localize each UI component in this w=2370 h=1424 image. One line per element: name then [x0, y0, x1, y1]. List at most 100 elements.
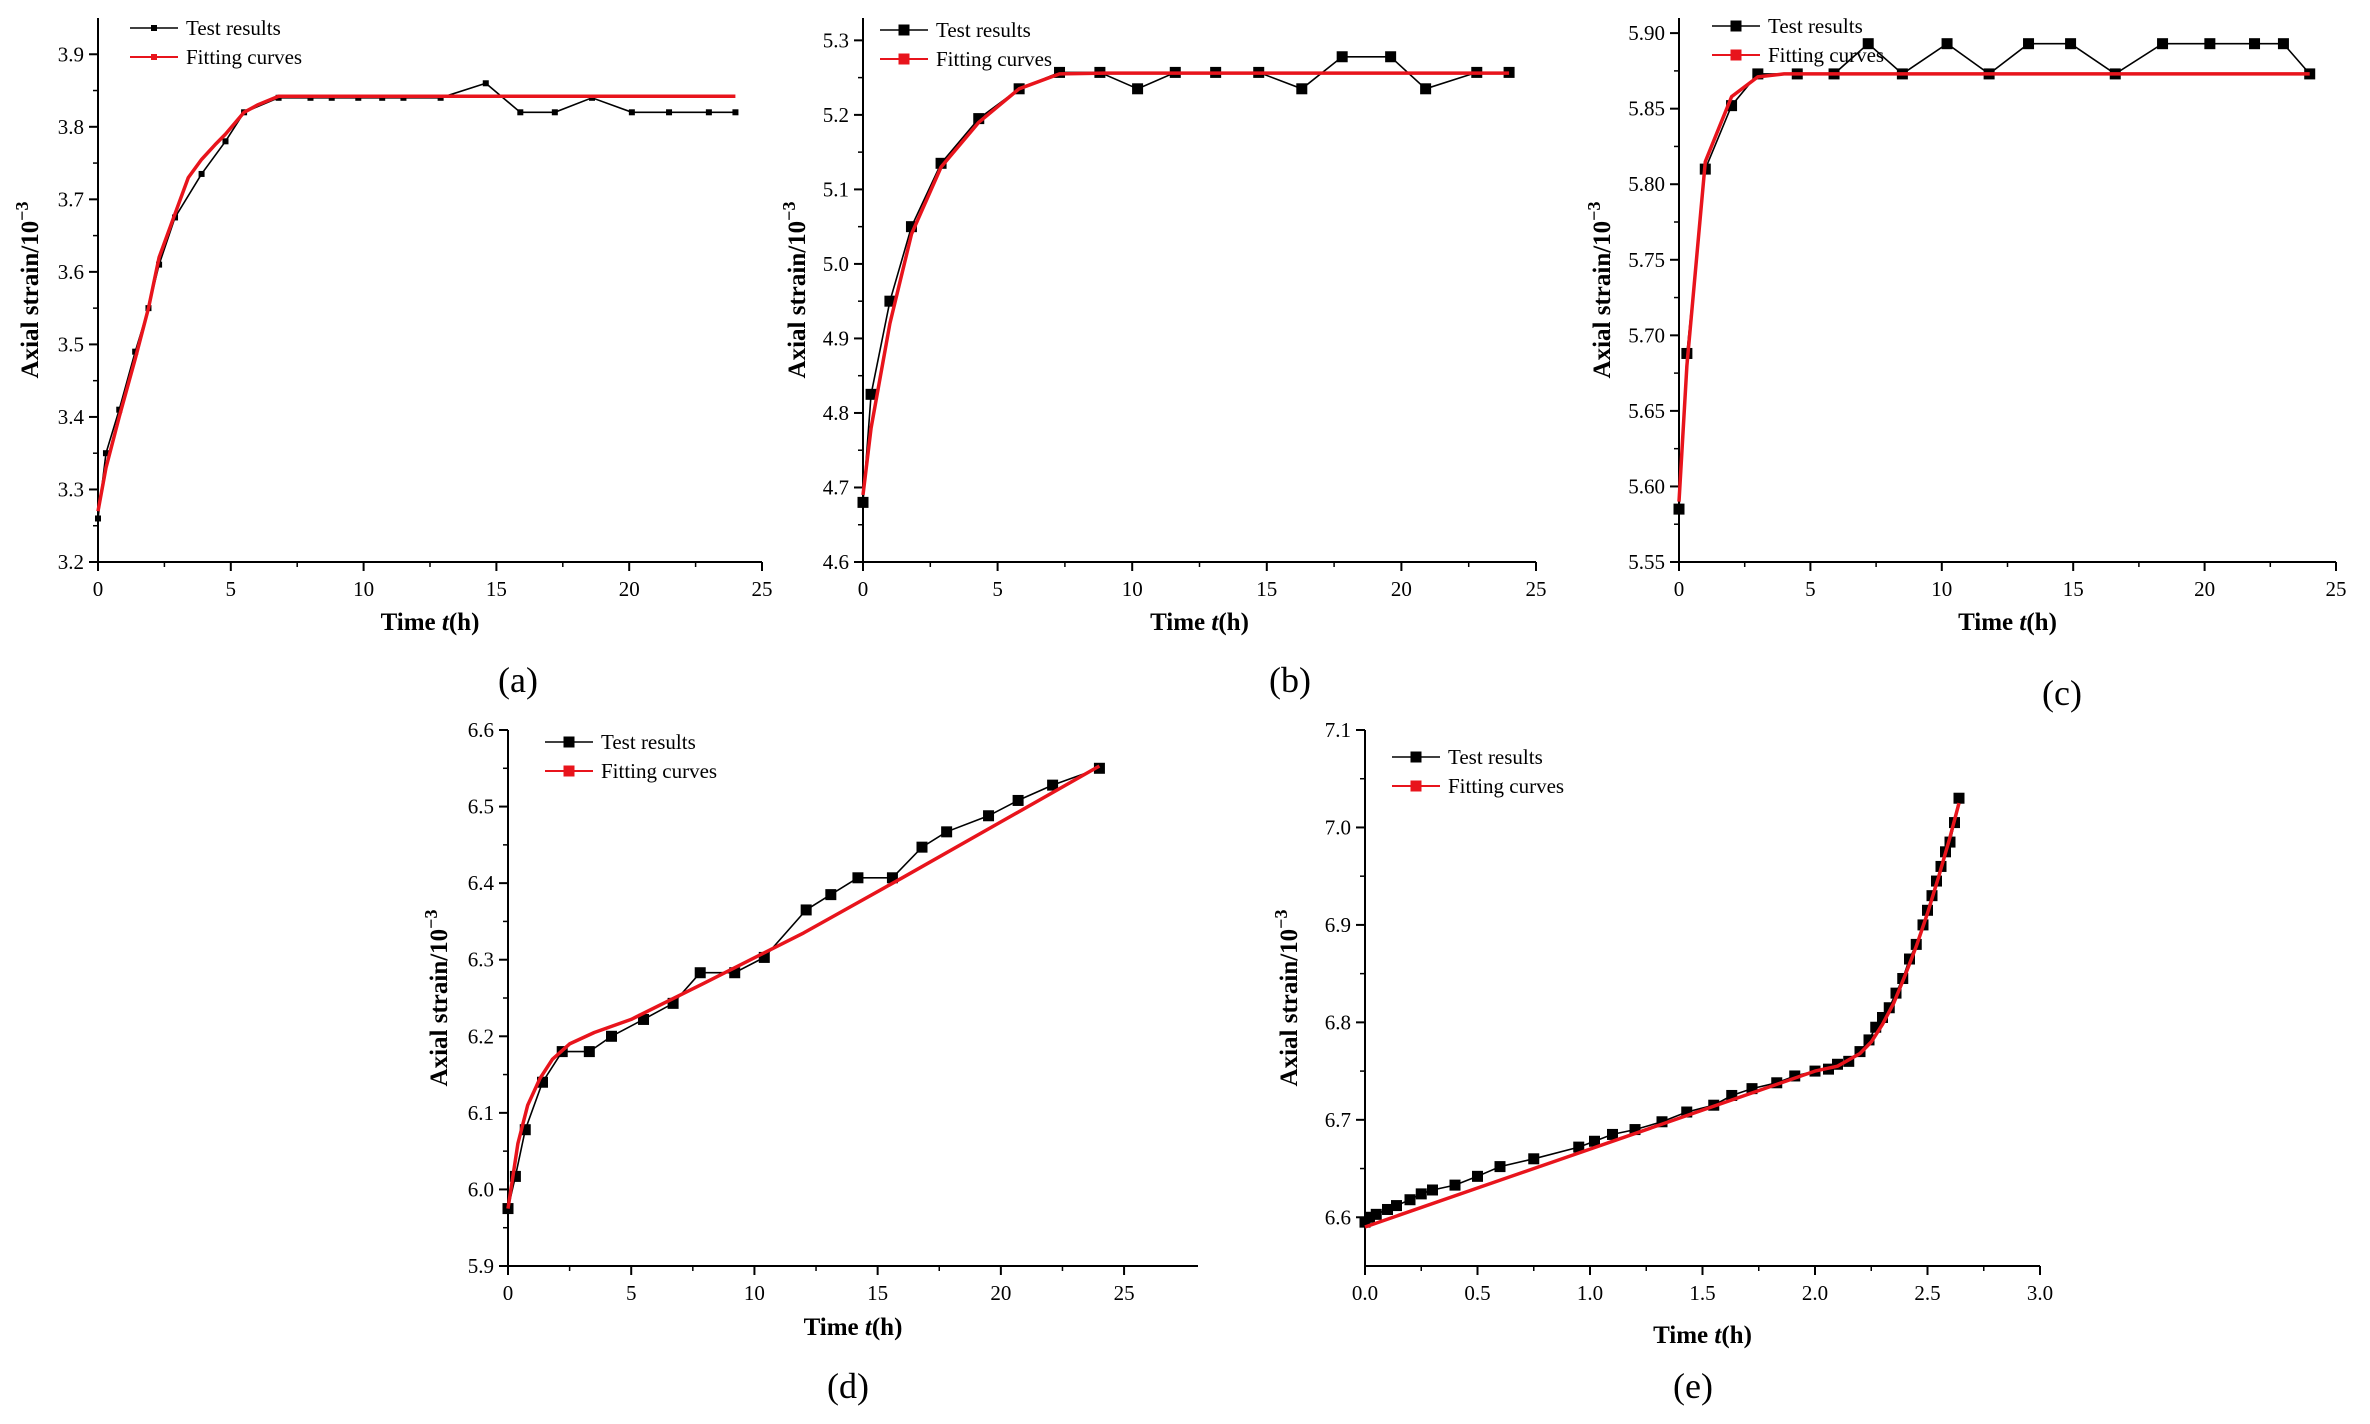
y-tick-label: 3.4 — [58, 405, 85, 429]
data-point-test-results — [1746, 1083, 1758, 1095]
data-point-test-results — [825, 889, 837, 901]
legend-marker — [1410, 780, 1422, 792]
data-point-test-results — [2277, 38, 2289, 50]
series-line-test-results — [862, 55, 1510, 503]
x-tick-label: 5 — [626, 1281, 637, 1305]
data-point-test-results — [583, 1046, 595, 1058]
data-point-test-results — [852, 872, 864, 884]
y-tick-label: 3.7 — [58, 187, 84, 211]
data-point-test-results — [1573, 1141, 1585, 1153]
y-tick-label: 5.80 — [1628, 172, 1665, 196]
data-point-test-results — [132, 348, 139, 355]
legend: Test results Fitting curves — [1712, 14, 1884, 67]
y-tick-label: 4.8 — [823, 401, 849, 425]
legend-label: Test results — [186, 16, 281, 40]
y-tick-label: 3.9 — [58, 42, 84, 66]
panel-label: (e) — [1673, 1366, 1713, 1406]
y-axis-label: Axial strain/10−3 — [1584, 202, 1616, 379]
data-point-test-results — [1883, 1002, 1895, 1014]
x-tick-label: 15 — [867, 1281, 888, 1305]
series-line-fitting-curves — [506, 764, 1101, 1209]
x-tick-label: 0 — [503, 1281, 514, 1305]
series-line-test-results — [97, 82, 736, 519]
series-line-test-results — [1678, 42, 2311, 510]
legend-label: Fitting curves — [1768, 43, 1884, 67]
chart-panel: 0 5 10 15 20 25 4.6 4.7 4.8 4.9 5.0 5.1 5.2 5.3 Time t… — [779, 18, 1547, 700]
data-point-test-results — [1370, 1208, 1382, 1220]
data-point-test-results — [1420, 83, 1432, 95]
x-axis-label: Time t(h) — [804, 1314, 903, 1341]
y-axis-label: Axial strain/10−3 — [12, 202, 44, 379]
x-tick-label: 20 — [1391, 577, 1412, 601]
data-point-test-results — [1752, 68, 1764, 80]
legend-label: Test results — [1768, 14, 1863, 38]
legend-marker — [563, 736, 575, 748]
y-tick-label: 5.65 — [1628, 399, 1665, 423]
x-tick-label: 15 — [1256, 577, 1277, 601]
y-tick-label: 3.8 — [58, 115, 84, 139]
legend: Test results Fitting curves — [130, 16, 302, 69]
plot-area — [1359, 792, 1965, 1229]
y-tick-label: 5.85 — [1628, 97, 1665, 121]
y-axis-label: Axial strain/10−3 — [1271, 910, 1303, 1087]
data-point-test-results — [1404, 1194, 1416, 1206]
data-point-test-results — [606, 1030, 617, 1042]
y-tick-label: 3.6 — [58, 260, 84, 284]
y-tick-label: 6.8 — [1325, 1010, 1351, 1034]
data-point-test-results — [1789, 1070, 1801, 1082]
x-tick-label: 20 — [990, 1281, 1011, 1305]
legend-marker — [898, 24, 910, 36]
plot-area — [857, 51, 1515, 508]
x-tick-label: 20 — [619, 577, 640, 601]
data-point-test-results — [732, 109, 739, 116]
data-point-test-results — [1726, 1089, 1738, 1101]
y-tick-label: 6.2 — [468, 1024, 494, 1048]
x-tick-label: 0.0 — [1352, 1281, 1378, 1305]
data-point-test-results — [509, 1170, 521, 1182]
data-point-test-results — [1385, 51, 1397, 63]
data-point-test-results — [1681, 1106, 1693, 1118]
x-tick-label: 25 — [752, 577, 773, 601]
y-tick-label: 5.0 — [823, 252, 849, 276]
data-point-test-results — [482, 80, 489, 87]
data-point-test-results — [519, 1124, 531, 1136]
y-tick-label: 6.4 — [468, 871, 495, 895]
series-line-fitting-curves — [96, 94, 736, 512]
y-tick-label: 7.0 — [1325, 815, 1351, 839]
data-point-test-results — [1953, 792, 1965, 804]
data-point-test-results — [1941, 38, 1953, 50]
y-tick-label: 5.90 — [1628, 21, 1665, 45]
x-tick-label: 10 — [744, 1281, 765, 1305]
x-tick-label: 15 — [486, 577, 507, 601]
plot-area — [502, 762, 1105, 1215]
data-point-test-results — [95, 515, 101, 522]
data-point-test-results — [2249, 38, 2261, 50]
data-point-test-results — [1528, 1153, 1540, 1165]
y-tick-label: 5.9 — [468, 1254, 494, 1278]
series-line-fitting-curves — [1364, 802, 1961, 1229]
data-point-test-results — [886, 872, 898, 884]
x-tick-label: 20 — [2194, 577, 2215, 601]
chart-panel: 0 5 10 15 20 25 5.9 6.0 6.1 6.2 6.3 6.4 6.5 6.6 Time t… — [421, 718, 1198, 1406]
y-axis-label: Axial strain/10−3 — [779, 202, 811, 379]
data-point-test-results — [2204, 38, 2216, 50]
data-point-test-results — [1364, 1211, 1375, 1223]
y-tick-label: 3.3 — [58, 477, 84, 501]
x-tick-label: 10 — [353, 577, 374, 601]
data-point-test-results — [2065, 38, 2077, 50]
data-point-test-results — [1047, 779, 1059, 791]
x-tick-label: 5 — [226, 577, 237, 601]
data-point-test-results — [102, 450, 109, 457]
x-tick-label: 2.5 — [1914, 1281, 1940, 1305]
data-point-test-results — [729, 967, 741, 979]
data-point-test-results — [116, 406, 123, 413]
data-point-test-results — [1589, 1135, 1600, 1147]
y-tick-label: 6.9 — [1325, 913, 1351, 937]
data-point-test-results — [857, 496, 869, 508]
data-point-test-results — [1132, 83, 1144, 95]
data-point-test-results — [1870, 1021, 1882, 1033]
x-tick-label: 10 — [1122, 577, 1143, 601]
y-tick-label: 6.0 — [468, 1177, 494, 1201]
data-point-test-results — [1607, 1128, 1618, 1140]
panel-label: (d) — [827, 1366, 869, 1406]
